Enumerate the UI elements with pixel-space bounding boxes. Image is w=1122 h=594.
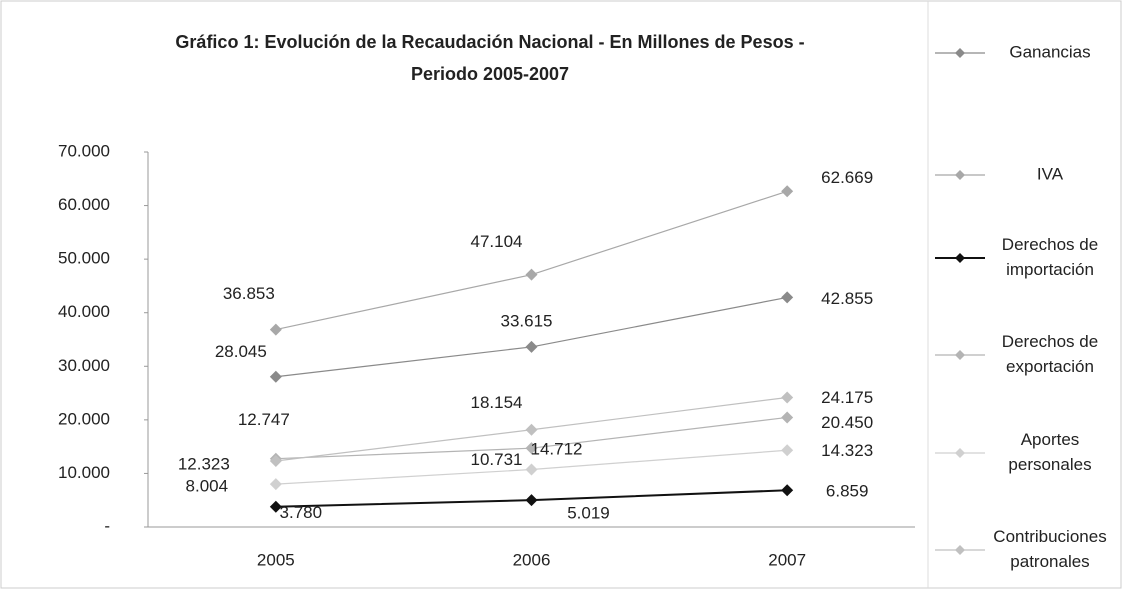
y-tick-label: 10.000 (58, 463, 110, 482)
y-tick-label: 40.000 (58, 302, 110, 321)
x-tick-label: 2005 (257, 550, 295, 569)
marker (781, 291, 794, 304)
line (275, 190, 788, 331)
marker (781, 391, 794, 404)
marker (269, 454, 282, 467)
data-label: 20.450 (821, 413, 873, 432)
data-label: 42.855 (821, 289, 873, 308)
legend-marker (955, 448, 965, 458)
legend-label: Derechos de importación (1002, 235, 1098, 279)
data-label: 5.019 (567, 504, 610, 523)
marker (525, 463, 538, 476)
chart-subtitle: Periodo 2005-2007 (411, 64, 569, 84)
marker (781, 411, 794, 424)
data-label: 14.712 (531, 440, 583, 459)
y-tick-label: - (104, 516, 110, 535)
marker (525, 494, 538, 507)
legend-label: Aportes personales (1008, 430, 1091, 474)
data-label: 28.045 (215, 342, 267, 361)
y-tick-label: 60.000 (58, 195, 110, 214)
data-label: 18.154 (471, 393, 523, 412)
data-label: 36.853 (223, 284, 275, 303)
data-label: 10.731 (471, 450, 523, 469)
data-label: 62.669 (821, 168, 873, 187)
marker (269, 500, 282, 513)
marker (269, 323, 282, 336)
marker (781, 484, 794, 497)
legend-label: Ganancias (1009, 42, 1090, 61)
data-label: 3.780 (280, 503, 323, 522)
y-tick-label: 20.000 (58, 409, 110, 428)
marker (269, 478, 282, 491)
marker (525, 268, 538, 281)
x-tick-label: 2006 (513, 550, 551, 569)
x-tick-label: 2007 (768, 550, 806, 569)
data-label: 8.004 (186, 477, 229, 496)
marker (525, 442, 538, 455)
data-label: 47.104 (471, 232, 523, 251)
legend-label: Derechos de exportación (1002, 332, 1098, 376)
y-tick-label: 30.000 (58, 356, 110, 375)
legend-marker (955, 253, 965, 263)
data-label: 24.175 (821, 388, 873, 407)
data-label: 14.323 (821, 441, 873, 460)
chart-title: Gráfico 1: Evolución de la Recaudación N… (175, 32, 804, 52)
marker (269, 370, 282, 383)
marker (781, 444, 794, 457)
marker (525, 340, 538, 353)
data-label: 12.323 (178, 454, 230, 473)
legend-marker (955, 350, 965, 360)
marker (525, 423, 538, 436)
legend-label: Contribuciones patronales (993, 527, 1106, 571)
legend-marker (955, 170, 965, 180)
y-tick-label: 70.000 (58, 141, 110, 160)
legend-marker (955, 48, 965, 58)
data-label: 6.859 (826, 482, 869, 501)
line (275, 296, 788, 378)
legend-marker (955, 545, 965, 555)
data-label: 33.615 (501, 311, 553, 330)
data-label: 12.747 (238, 410, 290, 429)
y-tick-label: 50.000 (58, 249, 110, 268)
marker (781, 185, 794, 198)
legend-label: IVA (1037, 164, 1064, 183)
